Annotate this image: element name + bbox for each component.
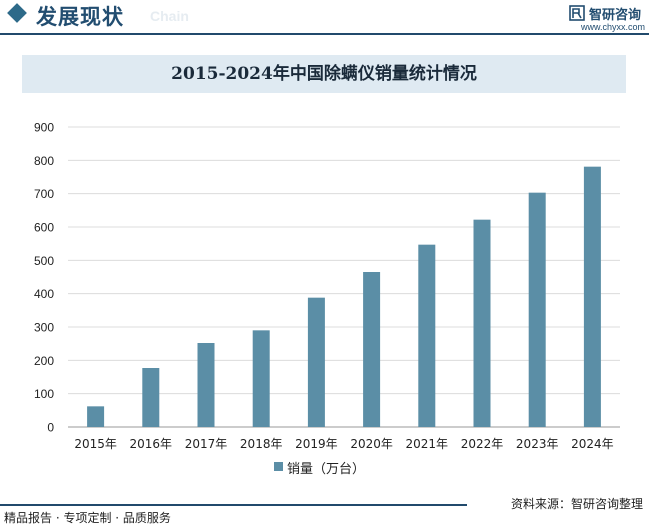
x-tick-label: 2023年: [516, 437, 559, 451]
bar: [528, 192, 546, 427]
bar: [197, 343, 215, 427]
legend-swatch: [274, 462, 283, 471]
chain-watermark-text: Chain: [150, 8, 189, 24]
section-title: 发展现状: [36, 5, 124, 29]
data-source: 资料来源：智研咨询整理: [510, 497, 643, 511]
y-tick-label: 0: [47, 421, 54, 435]
brand-url: www.chyxx.com: [580, 22, 645, 32]
x-tick-label: 2021年: [406, 437, 449, 451]
footer-divider: [0, 504, 467, 506]
header-divider: [0, 33, 649, 35]
x-tick-label: 2017年: [185, 437, 228, 451]
brand-logo-icon: [569, 5, 585, 21]
bar: [307, 297, 325, 427]
page-header: 发展现状 Chain 智研咨询 www.chyxx.com: [0, 0, 649, 35]
x-tick-label: 2016年: [130, 437, 173, 451]
bar: [583, 166, 601, 427]
bar: [363, 272, 381, 427]
bar: [473, 219, 491, 427]
y-tick-label: 400: [34, 287, 54, 301]
x-tick-label: 2024年: [571, 437, 614, 451]
y-tick-label: 300: [34, 321, 54, 335]
y-tick-label: 800: [34, 154, 54, 168]
bar: [142, 368, 160, 427]
bar: [252, 330, 270, 427]
y-tick-label: 900: [34, 121, 54, 135]
brand-name: 智研咨询: [589, 8, 642, 23]
y-tick-label: 100: [34, 387, 54, 401]
y-tick-label: 700: [34, 187, 54, 201]
x-tick-label: 2020年: [350, 437, 393, 451]
y-tick-label: 600: [34, 221, 54, 235]
footer-slogan: 精品报告 · 专项定制 · 品质服务: [4, 511, 171, 525]
x-tick-label: 2018年: [240, 437, 283, 451]
bar: [87, 406, 105, 427]
y-tick-label: 200: [34, 354, 54, 368]
x-tick-label: 2022年: [461, 437, 504, 451]
bar: [418, 244, 436, 427]
chart-title-bar: 2015-2024年中国除螨仪销量统计情况: [22, 55, 626, 93]
x-tick-label: 2019年: [295, 437, 338, 451]
legend-label: 销量（万台）: [287, 462, 366, 477]
chart-title: 2015-2024年中国除螨仪销量统计情况: [171, 64, 477, 84]
y-tick-label: 500: [34, 254, 54, 268]
x-tick-label: 2015年: [74, 437, 117, 451]
